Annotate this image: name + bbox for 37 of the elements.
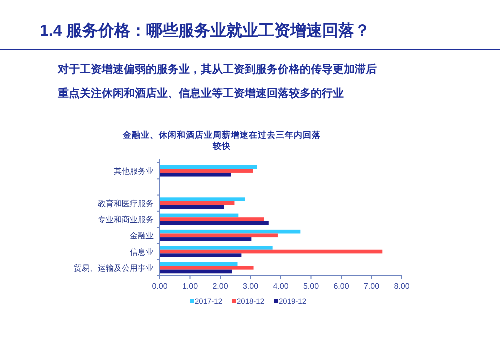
chart-title: 1.4 服务价格：哪些服务业就业工资增速回落？ — [40, 22, 371, 40]
bar — [160, 266, 254, 270]
y-tick-label: 其他服务业 — [114, 167, 154, 176]
bar — [160, 169, 254, 173]
x-tick-label: 2.00 — [212, 282, 229, 291]
bar — [160, 201, 235, 206]
bar — [160, 165, 258, 170]
x-tick-label: 4.00 — [273, 282, 290, 291]
text: 对于工资增速偏弱的服务业，其从工资到服务价格的传导更加滞后 — [57, 63, 377, 76]
bar — [160, 221, 269, 226]
y-tick-label: 贸易、运输及公用事业 — [74, 264, 154, 273]
bar — [160, 230, 301, 234]
x-tick-label: 8.00 — [394, 282, 410, 291]
x-tick-label: 1.00 — [182, 282, 199, 291]
text: 重点关注休闲和酒店业、信息业等工资增速回落较多的行业 — [57, 87, 344, 100]
bar — [160, 246, 273, 250]
bar — [160, 234, 278, 238]
bar — [160, 270, 232, 274]
bar — [160, 250, 383, 254]
bar — [160, 214, 239, 218]
bar — [160, 205, 224, 210]
x-tick-label: 7.00 — [364, 282, 380, 291]
bar — [160, 262, 238, 266]
y-tick-label: 信息业 — [130, 248, 154, 257]
bar — [160, 172, 232, 177]
x-tick-label: 0.00 — [152, 282, 168, 291]
bar — [160, 238, 252, 242]
y-tick-label: 教育和医疗服务 — [98, 199, 154, 208]
bar — [160, 218, 264, 222]
x-tick-label: 5.00 — [303, 282, 320, 291]
bar — [160, 198, 246, 202]
x-tick-label: 3.00 — [242, 282, 260, 291]
bar — [160, 254, 242, 258]
chart-subtitle: 金融业、休闲和酒店业周薪增速在过去三年内回落较快 — [122, 130, 322, 151]
y-tick-label: 专业和商业服务 — [98, 216, 154, 224]
x-tick-label: 6.00 — [334, 282, 350, 291]
y-tick-label: 金融业 — [130, 232, 154, 241]
